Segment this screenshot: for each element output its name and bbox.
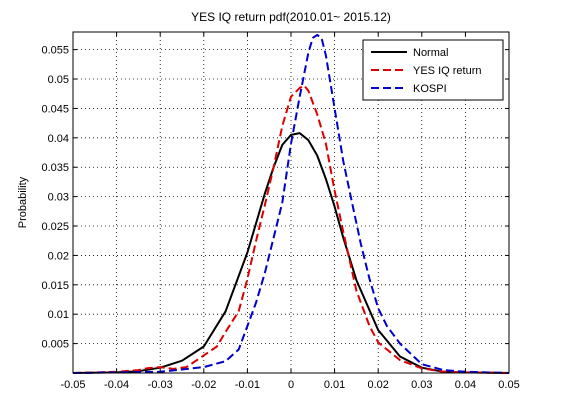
legend-label: Normal	[413, 47, 448, 59]
x-tick-label: 0.03	[411, 379, 432, 391]
y-tick-label: 0.03	[48, 192, 69, 204]
chart-title: YES IQ return pdf(2010.01~ 2015.12)	[191, 10, 391, 24]
series-line-normal	[72, 132, 510, 374]
y-tick-label: 0.035	[41, 162, 69, 174]
y-tick-label: 0.04	[48, 133, 69, 145]
legend-box	[362, 39, 504, 101]
series-lines	[72, 33, 510, 374]
x-tick-label: -0.01	[235, 379, 260, 391]
y-tick-label: 0.005	[41, 339, 69, 351]
y-tick-label: 0.015	[41, 280, 69, 292]
y-tick-label: 0.025	[41, 221, 69, 233]
legend: Normal YES IQ return KOSPI	[362, 39, 504, 101]
y-axis-label: Probability	[17, 176, 29, 228]
series-line-yes-iq-return	[72, 84, 510, 374]
x-tick-label: -0.05	[60, 379, 85, 391]
x-tick-label: 0	[288, 379, 294, 391]
y-tick-label: 0.05	[48, 74, 69, 86]
x-tick-label: 0.04	[455, 379, 476, 391]
y-tick-label: 0.02	[48, 250, 69, 262]
x-tick-label: -0.02	[191, 379, 216, 391]
y-tick-label: 0.055	[41, 45, 69, 57]
legend-label: YES IQ return	[413, 65, 481, 77]
axis-ticks: -0.05 -0.04 -0.03 -0.02 -0.01 0 0.01 0.02 0.03 0.…	[41, 32, 520, 391]
series-line-kospi	[72, 33, 510, 374]
x-tick-label: 0.02	[367, 379, 388, 391]
x-tick-label: -0.04	[104, 379, 129, 391]
x-tick-label: -0.03	[148, 379, 173, 391]
legend-label: KOSPI	[413, 83, 447, 95]
y-tick-label: 0.045	[41, 103, 69, 115]
y-tick-label: 0.01	[48, 309, 69, 321]
x-tick-label: 0.05	[498, 379, 519, 391]
x-tick-label: 0.01	[324, 379, 345, 391]
